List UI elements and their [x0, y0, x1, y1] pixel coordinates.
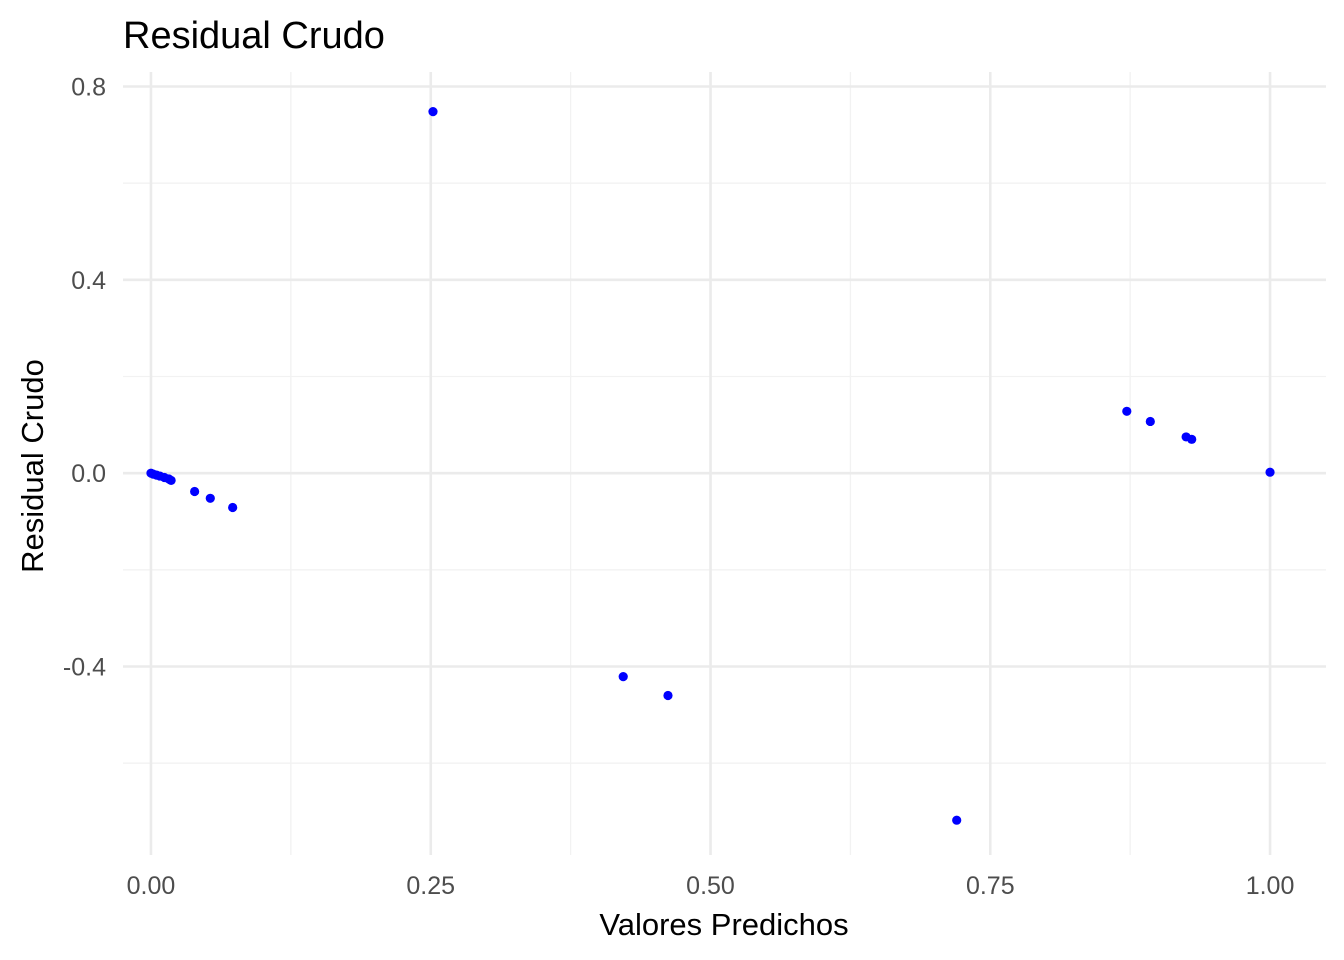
y-axis-tick-labels: 0.8 0.4 0.0 -0.4: [63, 74, 106, 682]
data-point: [1122, 406, 1132, 416]
y-tick-label: 0.4: [71, 267, 106, 295]
x-axis-tick-labels: 0.00 0.25 0.50 0.75 1.00: [127, 872, 1295, 900]
data-point: [663, 690, 673, 701]
x-tick-label: 1.00: [1246, 872, 1295, 900]
data-point: [228, 502, 238, 513]
data-point: [428, 107, 438, 117]
data-point: [1265, 467, 1275, 477]
y-tick-label: 0.0: [71, 460, 106, 488]
y-tick-label: 0.8: [71, 74, 106, 102]
data-point: [190, 486, 200, 497]
x-tick-label: 0.25: [406, 872, 455, 900]
data-point: [618, 672, 628, 682]
data-point: [166, 475, 176, 486]
major-gridlines: [123, 72, 1326, 855]
y-tick-label: -0.4: [63, 654, 106, 682]
data-points: [146, 107, 1275, 825]
x-tick-label: 0.75: [966, 872, 1015, 900]
x-tick-label: 0.00: [127, 872, 176, 900]
data-point: [952, 815, 962, 825]
data-point: [205, 493, 215, 503]
data-point: [1187, 434, 1197, 444]
data-point: [1145, 416, 1155, 427]
chart-title: Residual Crudo: [123, 15, 385, 57]
x-axis-title: Valores Predichos: [599, 907, 848, 942]
minor-gridlines: [123, 72, 1326, 855]
x-tick-label: 0.50: [686, 872, 735, 900]
y-axis-title: Residual Crudo: [15, 359, 50, 573]
